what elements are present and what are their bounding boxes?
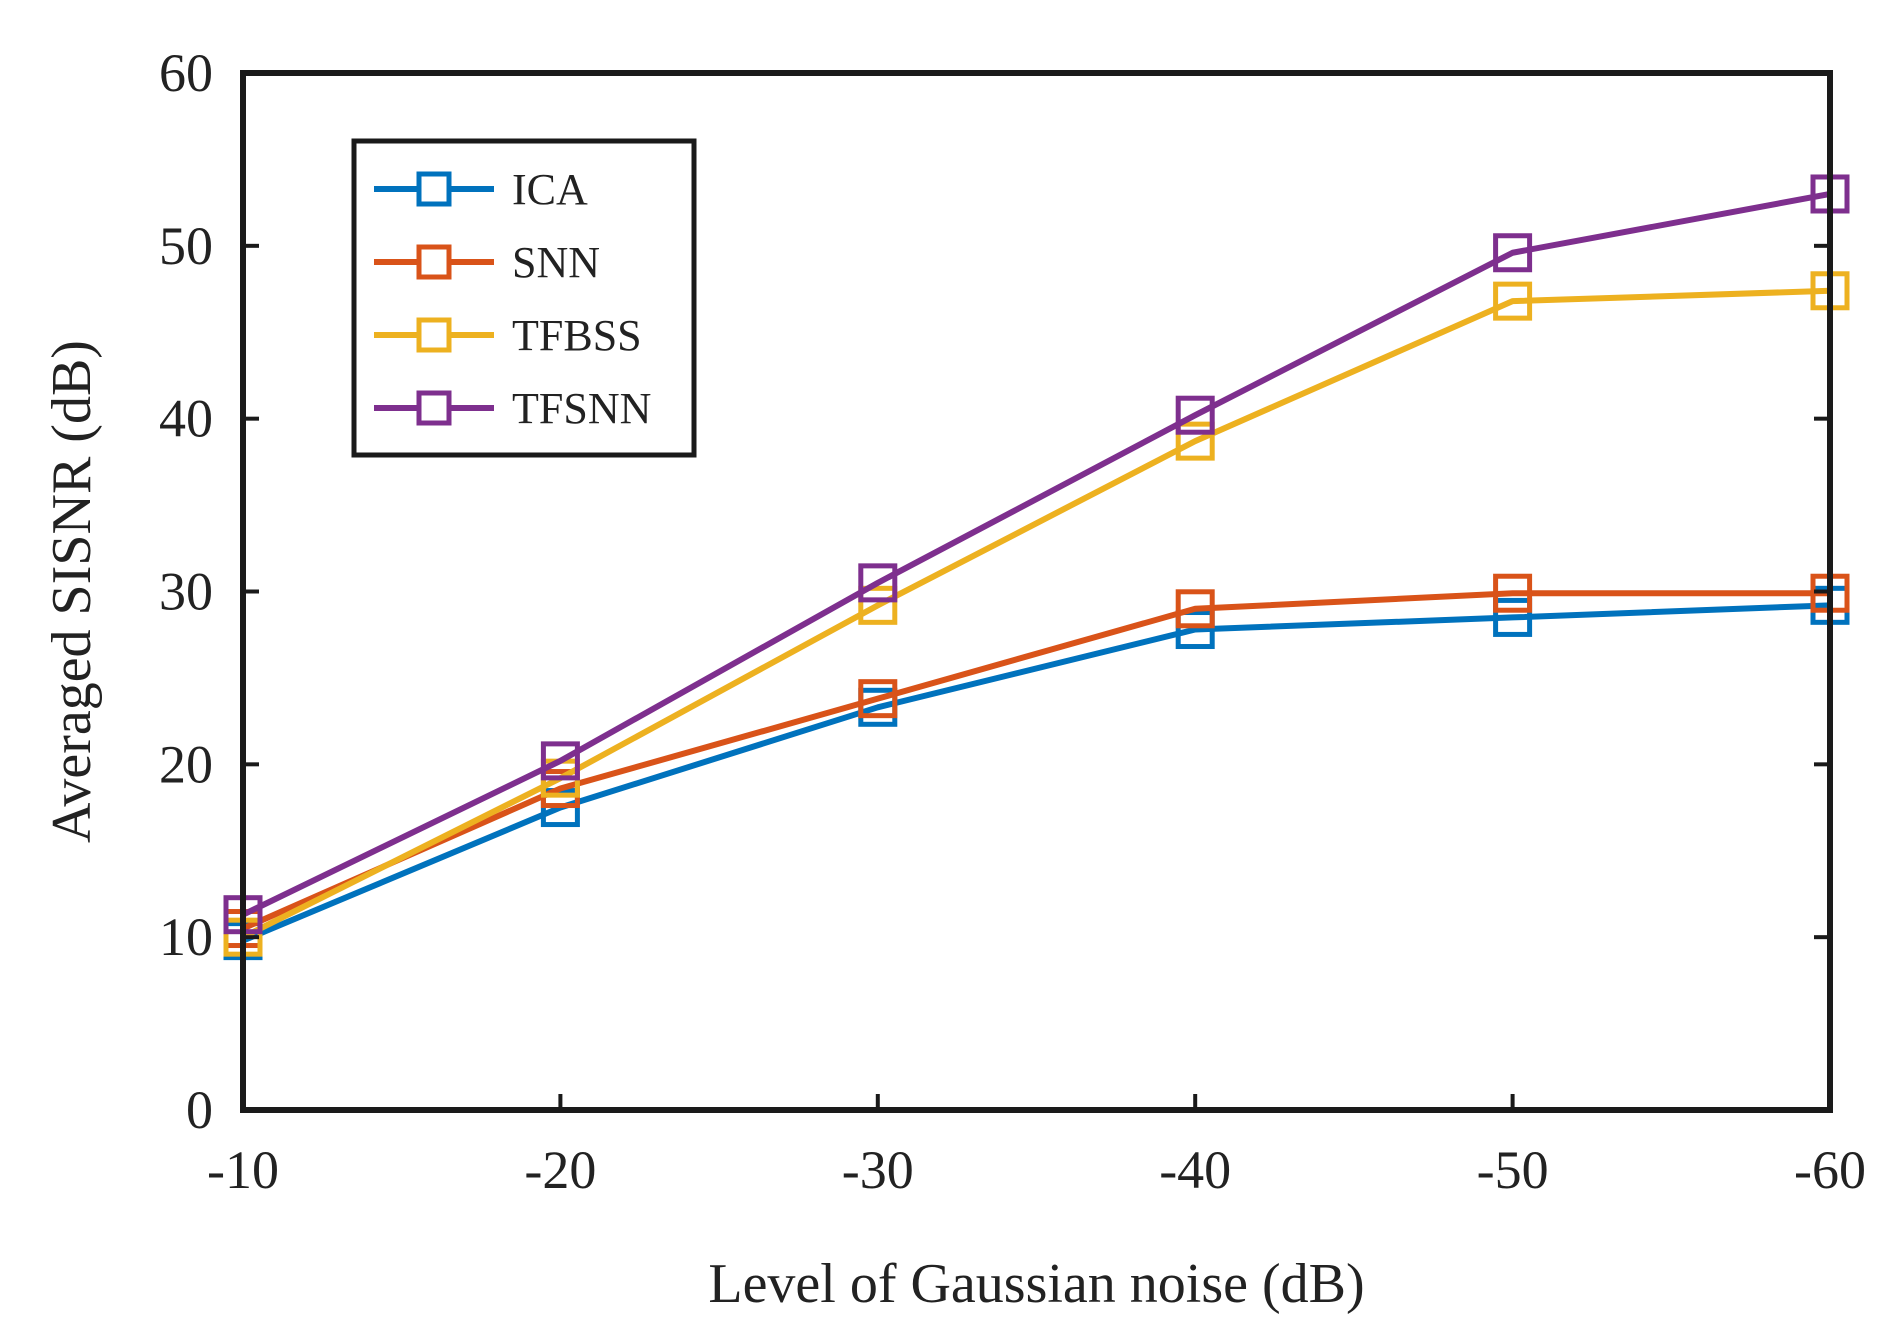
legend-marker xyxy=(416,171,452,207)
legend-marker xyxy=(416,390,452,426)
y-tick-label: 40 xyxy=(159,389,213,449)
y-tick-label: 60 xyxy=(159,43,213,103)
legend-item-tfsnn: TFSNN xyxy=(374,384,651,433)
data-point-marker xyxy=(1175,610,1215,650)
data-point-marker xyxy=(858,563,898,603)
data-point-marker xyxy=(540,741,580,781)
x-tick-label: -40 xyxy=(1159,1140,1231,1200)
x-tick-label: -30 xyxy=(842,1140,914,1200)
legend-label: TFBSS xyxy=(512,311,642,360)
legend-item-tfbss: TFBSS xyxy=(374,311,642,360)
x-axis-title: Level of Gaussian noise (dB) xyxy=(708,1253,1364,1315)
legend-label: ICA xyxy=(512,165,588,214)
y-tick-label: 50 xyxy=(159,216,213,276)
series-line xyxy=(241,590,1830,932)
data-point-marker xyxy=(1493,233,1533,273)
series-line xyxy=(241,602,1831,944)
data-point-marker xyxy=(1175,395,1215,435)
legend: ICA SNN TFBSS TFSNN xyxy=(351,138,697,458)
data-point-marker xyxy=(1175,421,1215,461)
x-tick-label: -60 xyxy=(1794,1140,1866,1200)
legend-marker xyxy=(416,317,452,353)
data-point-marker xyxy=(858,585,898,625)
x-tick-label: -20 xyxy=(524,1140,596,1200)
legend-label: SNN xyxy=(512,238,600,287)
y-tick-label: 0 xyxy=(186,1080,213,1140)
legend-item-ica: ICA xyxy=(374,165,588,214)
legend-box xyxy=(351,138,697,458)
data-point-marker xyxy=(858,679,898,719)
data-point-marker xyxy=(1175,589,1215,629)
legend-item-snn: SNN xyxy=(374,238,600,287)
x-tick-label: -10 xyxy=(207,1140,279,1200)
x-tick-label: -50 xyxy=(1477,1140,1549,1200)
tick-layer: -10 -20 -30 -40 -50 -60 0 10 20 30 40 50 60 xyxy=(159,43,1866,1200)
data-point-marker xyxy=(1493,597,1533,637)
y-tick-label: 30 xyxy=(159,562,213,622)
y-tick-label: 20 xyxy=(159,734,213,794)
data-point-marker xyxy=(1493,573,1533,613)
legend-marker xyxy=(416,244,452,280)
series-line xyxy=(241,191,1831,918)
y-axis-title: Averaged SISNR (dB) xyxy=(41,340,103,843)
y-tick-label: 10 xyxy=(159,907,213,967)
data-point-marker xyxy=(1493,281,1533,321)
series-line xyxy=(241,287,1831,940)
legend-label: TFSNN xyxy=(512,384,651,433)
